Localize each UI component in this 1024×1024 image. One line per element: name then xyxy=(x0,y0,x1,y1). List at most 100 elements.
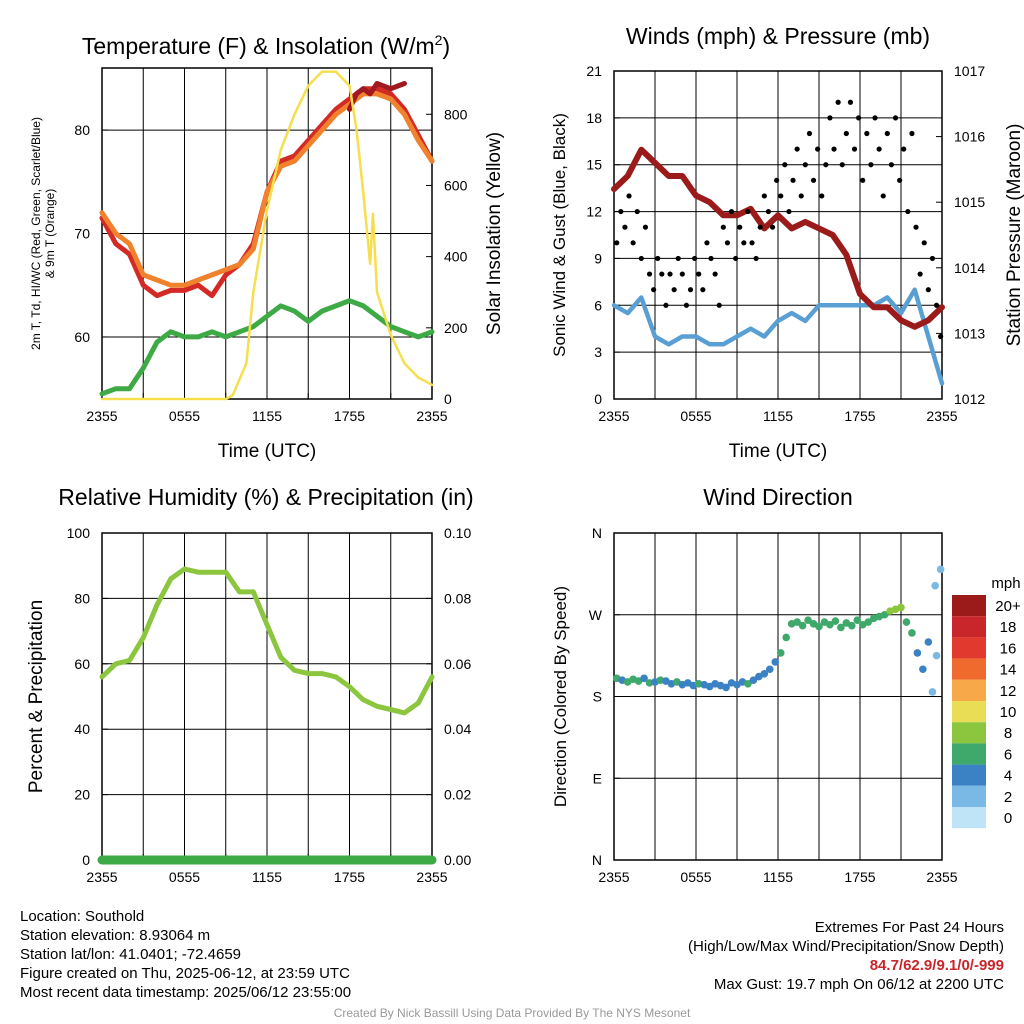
gust-point xyxy=(909,130,915,137)
wind-direction-point xyxy=(771,658,780,666)
gust-point xyxy=(659,271,665,277)
wind-direction-point xyxy=(924,638,933,646)
gust-point xyxy=(843,130,849,137)
gust-point xyxy=(876,146,882,152)
wind-direction-point xyxy=(853,616,862,624)
gust-point xyxy=(897,177,903,183)
wind-direction-point xyxy=(640,674,648,683)
legend-label: 14 xyxy=(1000,662,1017,679)
y-tick-label: 12 xyxy=(586,204,602,220)
wind-direction-point xyxy=(826,620,834,629)
legend-swatch xyxy=(952,595,986,617)
recent-text: Most recent data timestamp: 2025/06/12 2… xyxy=(20,984,352,1001)
x-tick-label: 1755 xyxy=(334,408,365,424)
y-tick-label: 21 xyxy=(586,63,602,79)
gust-point xyxy=(634,208,640,215)
gust-point xyxy=(815,146,821,152)
y-tick-label: 20 xyxy=(74,787,90,803)
wind-direction-point xyxy=(931,581,939,590)
y-right-axis-label: Solar Insolation (Yellow) xyxy=(484,132,505,335)
y-right-tick-label: 0.08 xyxy=(444,590,471,606)
gust-point xyxy=(687,287,694,293)
x-tick-label: 1755 xyxy=(334,869,365,885)
legend-label: 6 xyxy=(1004,746,1012,763)
wind-direction-point xyxy=(749,676,758,684)
gust-point xyxy=(806,130,813,137)
y-right-axis-label: Station Pressure (Maroon) xyxy=(1004,124,1024,347)
gust-point xyxy=(892,115,899,121)
y-tick-label: 18 xyxy=(586,110,602,126)
created-text: Figure created on Thu, 2025-06-12, at 23… xyxy=(20,965,350,982)
max-gust-text: Max Gust: 19.7 mph On 06/12 at 2200 UTC xyxy=(713,976,1004,993)
y-tick-label: 6 xyxy=(594,297,602,313)
gust-point xyxy=(856,115,862,121)
x-tick-label: 0555 xyxy=(680,408,711,424)
winds-panel: Winds (mph) & Pressure (mb) 0 3 6 9 12 15 18 21… xyxy=(550,23,1024,462)
legend-label: 18 xyxy=(1000,619,1017,636)
gust-point xyxy=(700,287,706,293)
gust-point xyxy=(692,255,698,262)
legend-swatch xyxy=(952,785,986,807)
y-right-tick-label: 0.02 xyxy=(444,787,471,803)
wind-direction-point xyxy=(880,610,889,619)
legend-label: 16 xyxy=(1000,640,1017,657)
wind-direction-point xyxy=(913,649,922,657)
gust-point xyxy=(790,177,796,183)
gust-point xyxy=(728,208,735,215)
x-tick-label: 0555 xyxy=(169,869,200,885)
series-line xyxy=(99,566,435,716)
y-right-tick-label: 0.10 xyxy=(444,525,471,541)
series-line xyxy=(611,146,945,330)
x-tick-label: 1755 xyxy=(844,869,875,885)
y-tick-label: 70 xyxy=(74,226,90,242)
legend-swatch xyxy=(952,807,986,829)
gust-point xyxy=(720,224,726,230)
x-tick-label: 1755 xyxy=(844,408,875,424)
x-tick-label: 2355 xyxy=(598,869,629,885)
gust-point xyxy=(671,287,677,293)
temperature-panel: Temperature (F) & Insolation (W/m2) 60 70… xyxy=(29,32,505,462)
series-line xyxy=(99,91,435,288)
extremes-values: 84.7/62.9/9.1/0/-999 xyxy=(869,957,1004,974)
wind-direction-point xyxy=(864,618,872,626)
y-tick-label: 80 xyxy=(74,590,90,606)
gust-point xyxy=(622,224,628,230)
x-tick-label: 2355 xyxy=(926,869,957,885)
gust-point xyxy=(880,193,886,199)
gust-point xyxy=(651,287,657,293)
x-tick-label: 1155 xyxy=(763,408,793,424)
gust-point xyxy=(753,255,759,262)
x-tick-label: 2355 xyxy=(598,408,629,424)
wind-direction-point xyxy=(776,649,785,657)
y-tick-label: 0 xyxy=(594,391,602,407)
x-tick-label: 0555 xyxy=(169,408,200,424)
gust-point xyxy=(933,302,940,308)
wind-direction-point xyxy=(897,603,905,612)
x-tick-label: 1155 xyxy=(763,869,793,885)
extremes-subtitle: (High/Low/Max Wind/Precipitation/Snow De… xyxy=(688,938,1004,955)
legend-swatch xyxy=(952,722,986,744)
gust-point xyxy=(917,271,923,277)
legend-swatch xyxy=(952,701,986,723)
gust-point xyxy=(618,208,624,215)
gust-point xyxy=(839,162,845,168)
gust-point xyxy=(864,130,870,137)
wind-direction-point xyxy=(722,683,730,692)
wind-direction-point xyxy=(798,621,807,630)
legend-label: 12 xyxy=(1000,683,1017,700)
x-tick-label: 2355 xyxy=(86,408,117,424)
gust-point xyxy=(626,193,632,199)
y-right-tick-label: 1016 xyxy=(954,129,985,145)
x-axis-label: Time (UTC) xyxy=(218,441,317,462)
y-axis-label: Direction (Colored By Speed) xyxy=(551,586,570,807)
gust-point xyxy=(872,115,878,121)
elevation-text: Station elevation: 8.93064 m xyxy=(20,927,211,944)
y-axis-label: & 9m T (Orange) xyxy=(43,189,57,279)
y-tick-label: 60 xyxy=(74,656,90,672)
legend-label: 0 xyxy=(1004,810,1012,827)
gust-point xyxy=(769,224,776,230)
y-right-tick-label: 0 xyxy=(444,391,452,407)
gust-point xyxy=(712,271,718,277)
y-axis-label: Percent & Precipitation xyxy=(26,600,47,793)
y-tick-label: 40 xyxy=(74,721,90,737)
